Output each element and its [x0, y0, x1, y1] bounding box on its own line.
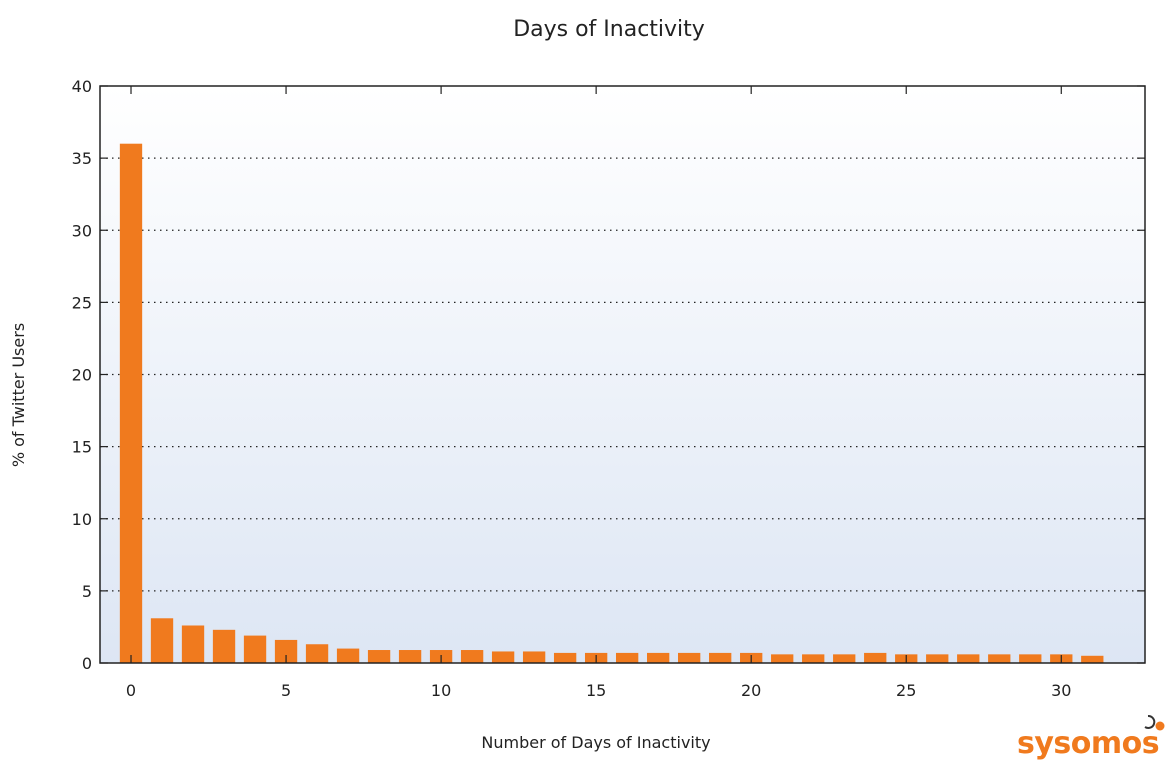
- x-tick-label: 30: [1051, 681, 1071, 700]
- bars: [119, 143, 1104, 663]
- y-axis-label: % of Twitter Users: [9, 323, 28, 467]
- x-axis-label: Number of Days of Inactivity: [481, 733, 710, 752]
- bar: [367, 650, 391, 663]
- bar: [802, 654, 825, 663]
- bar: [181, 625, 205, 663]
- chart-title: Days of Inactivity: [513, 17, 705, 42]
- bar: [646, 652, 670, 663]
- y-tick-label: 0: [82, 654, 92, 673]
- bar: [678, 652, 701, 663]
- bar: [398, 650, 422, 663]
- y-tick-label: 30: [72, 221, 92, 240]
- x-tick-label: 15: [586, 681, 606, 700]
- bar: [957, 654, 980, 663]
- axis-ticks: 0 5 10 15 20 25 30 35 40 0 5 10 15 20 25 30: [72, 77, 1145, 700]
- bar: [522, 651, 546, 663]
- y-tick-label: 40: [72, 77, 92, 96]
- bar: [926, 654, 949, 663]
- speech-bubble-icon: [1144, 715, 1156, 729]
- bar: [833, 654, 856, 663]
- x-tick-label: 25: [896, 681, 916, 700]
- bar: [460, 650, 484, 663]
- bar: [771, 654, 794, 663]
- y-tick-label: 15: [72, 438, 92, 457]
- logo-dot-icon: [1155, 721, 1165, 731]
- bar: [150, 618, 174, 663]
- x-tick-label: 5: [281, 681, 291, 700]
- bar: [615, 652, 639, 663]
- x-tick-label: 10: [431, 681, 451, 700]
- y-tick-label: 5: [82, 582, 92, 601]
- y-tick-label: 20: [72, 366, 92, 385]
- y-tick-label: 10: [72, 510, 92, 529]
- bar: [212, 629, 236, 663]
- y-tick-label: 25: [72, 293, 92, 312]
- bar: [553, 652, 577, 663]
- bar: [1081, 655, 1104, 663]
- x-tick-label: 20: [741, 681, 761, 700]
- bar: [336, 648, 360, 663]
- bar: [1019, 654, 1042, 663]
- x-tick-label: 0: [126, 681, 136, 700]
- bar: [305, 644, 329, 663]
- bar: [243, 635, 267, 663]
- bar: [709, 652, 732, 663]
- bar: [864, 652, 887, 663]
- sysomos-logo: sysomos: [1017, 715, 1165, 761]
- bar: [119, 143, 143, 663]
- bar: [491, 651, 515, 663]
- bar: [274, 639, 298, 663]
- bar: [988, 654, 1011, 663]
- logo-text: sysomos: [1017, 726, 1159, 761]
- grid-lines: [100, 157, 1145, 592]
- y-tick-label: 35: [72, 149, 92, 168]
